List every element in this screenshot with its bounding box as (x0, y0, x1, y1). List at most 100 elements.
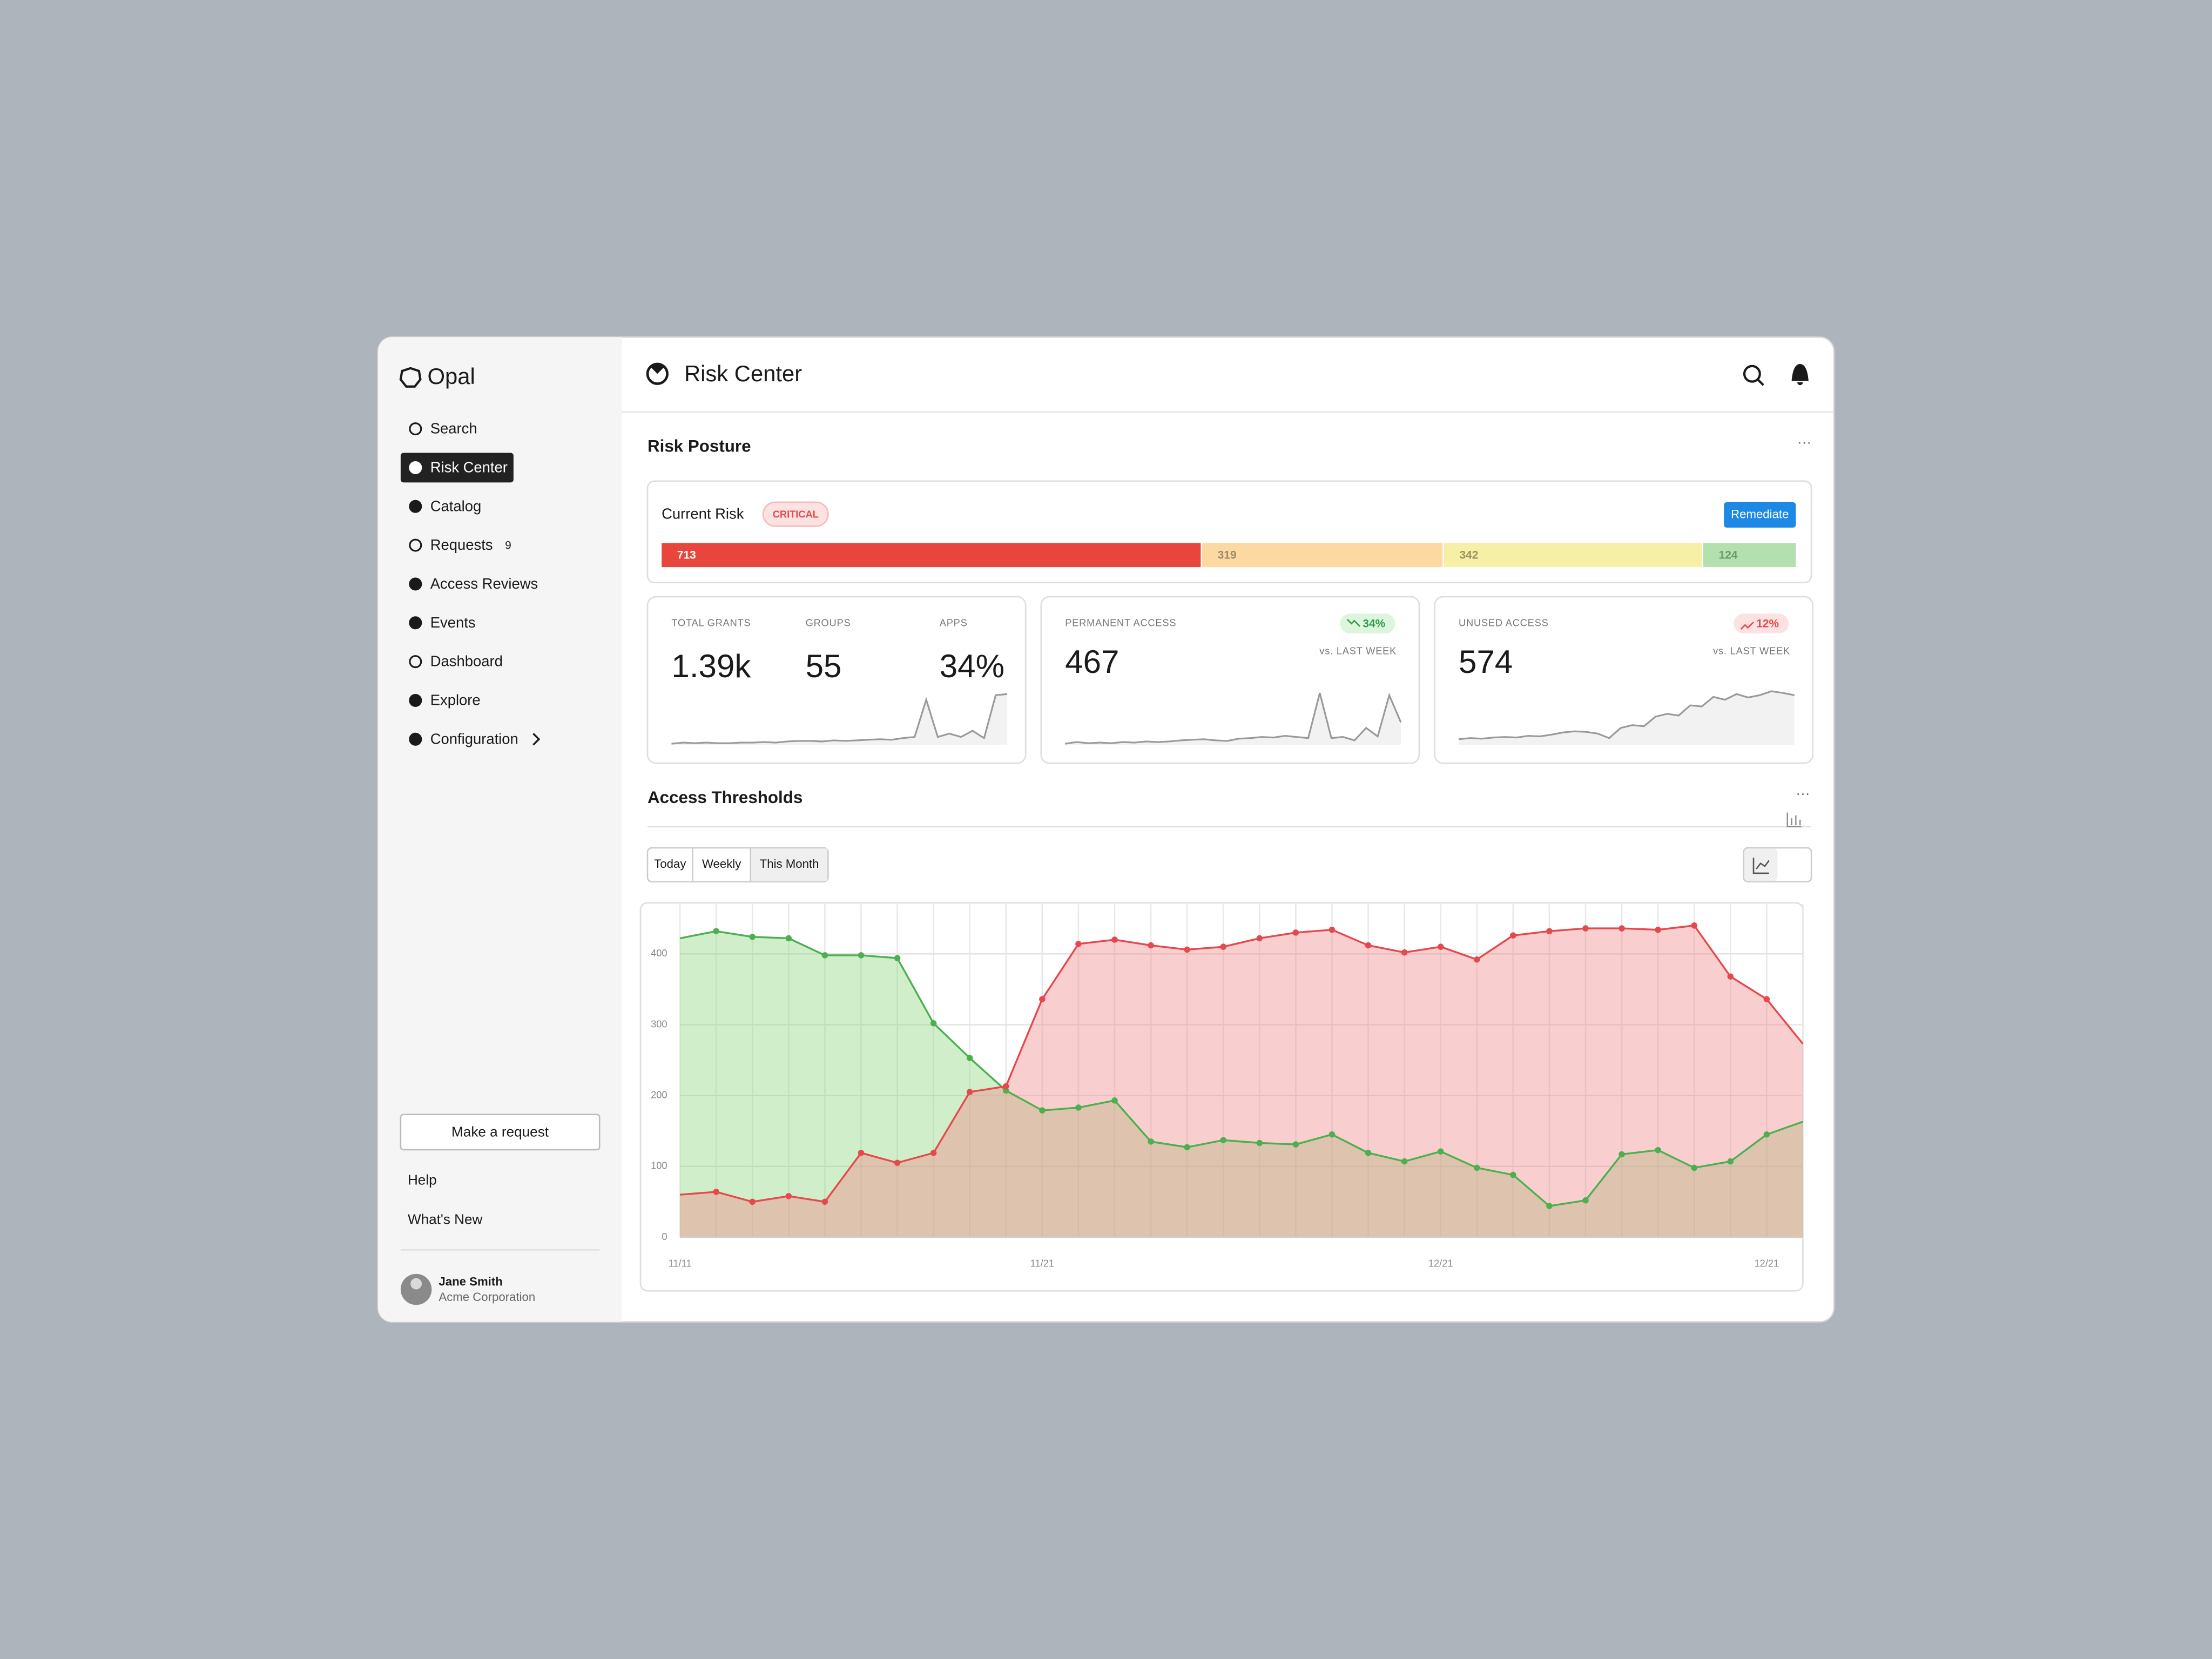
metric-label: TOTAL GRANTS (671, 617, 751, 628)
nav-item[interactable]: Requests (430, 536, 493, 553)
y-tick-label: 300 (651, 1018, 667, 1029)
data-point (1401, 1158, 1408, 1165)
data-point (966, 1055, 973, 1061)
sparkline (1458, 690, 1795, 740)
current-risk-card (646, 480, 1812, 584)
nav-badge: 9 (505, 539, 511, 551)
data-point (1474, 1164, 1480, 1171)
tab-active-bg (750, 848, 828, 881)
data-point (1365, 942, 1372, 949)
nav-icon (409, 461, 422, 474)
data-point (1582, 1197, 1589, 1204)
nav-item[interactable]: Events (430, 614, 476, 631)
compare-label: vs. LAST WEEK (1319, 645, 1397, 657)
tab[interactable]: Today (654, 857, 686, 871)
data-point (713, 928, 719, 935)
whats-new-link[interactable]: What's New (408, 1211, 483, 1227)
make-request-button[interactable] (400, 1114, 601, 1151)
risk-segment (1444, 543, 1702, 568)
risk-level-badge (762, 501, 829, 527)
data-point (1691, 922, 1697, 929)
sparkline-area (671, 694, 1008, 745)
metric-label: APPS (940, 617, 968, 628)
nav-item[interactable]: Dashboard (430, 653, 503, 670)
data-point (858, 952, 865, 959)
risk-segment-label: 124 (1719, 549, 1738, 562)
metric-label: PERMANENT ACCESS (1065, 617, 1176, 628)
sparkline (671, 693, 1008, 745)
line (679, 924, 1804, 1203)
nav-item[interactable]: Risk Center (430, 459, 508, 476)
nav-icon (409, 577, 422, 591)
risk-segment-label: 713 (677, 549, 696, 562)
trend-icon (1346, 618, 1361, 627)
nav-item[interactable]: Explore (430, 692, 481, 709)
data-point (966, 1089, 973, 1095)
line-view-icon (1752, 858, 1770, 874)
tabs: Today Weekly This Month (646, 847, 829, 882)
search-icon[interactable] (1743, 365, 1761, 383)
stat-cards: TOTAL GRANTS 1.39k GROUPS 55 APPS 34% PERMANEN… (646, 596, 1814, 764)
current-risk-label: Current Risk (662, 505, 744, 522)
data-point (1075, 941, 1082, 947)
x-tick-label: 12/21 (1428, 1257, 1453, 1269)
y-tick-label: 400 (651, 947, 667, 959)
nav-item[interactable]: Search (430, 420, 477, 437)
more-menu[interactable]: ··· (1796, 785, 1810, 801)
data-point (894, 955, 901, 961)
section-title: Risk Posture (648, 436, 751, 455)
data-point (1437, 943, 1444, 950)
data-point (1763, 1131, 1770, 1138)
nav-item[interactable]: Configuration (430, 730, 518, 747)
user-name: Jane Smith (439, 1274, 502, 1288)
view-toggle-active[interactable] (1744, 848, 1778, 881)
data-point (749, 934, 756, 940)
sparkline (1065, 692, 1402, 745)
chevron (532, 733, 541, 746)
tab[interactable]: Weekly (702, 857, 741, 871)
x-tick-label: 11/21 (1030, 1257, 1054, 1269)
help-link[interactable]: Help (408, 1171, 437, 1188)
data-point (1582, 925, 1589, 932)
risk-bar: 713 319 342 124 (662, 543, 1796, 568)
nav-item[interactable]: Catalog (430, 497, 481, 514)
nav-icon (409, 693, 422, 707)
data-point (1401, 949, 1408, 956)
data-point (1328, 926, 1336, 933)
data-point (749, 1198, 756, 1205)
data-point (1655, 926, 1661, 933)
data-point (1111, 936, 1118, 943)
tab[interactable]: This Month (760, 857, 819, 871)
risk-segment (662, 543, 1201, 568)
remediate-label[interactable]: Remediate (1731, 507, 1789, 521)
risk-segment (1703, 543, 1796, 568)
y-tick-label: 0 (662, 1231, 667, 1242)
nav-icon (409, 732, 422, 746)
make-request-label[interactable]: Make a request (451, 1124, 549, 1140)
data-point (1292, 929, 1299, 936)
metric-value: 1.39k (671, 648, 751, 684)
nav-icon (409, 538, 422, 552)
y-tick-label: 200 (651, 1089, 667, 1100)
data-point (1111, 1097, 1118, 1104)
remediate-button[interactable] (1724, 502, 1796, 528)
change-badge (1734, 613, 1789, 633)
risk-segment-label: 342 (1460, 549, 1479, 562)
metric-label: GROUPS (806, 617, 851, 628)
metric-value: 34% (940, 648, 1004, 684)
nav-item[interactable]: Access Reviews (430, 575, 538, 592)
data-point (1546, 928, 1553, 935)
avatar-face (410, 1278, 422, 1290)
data-point (1039, 996, 1046, 1002)
page-title: Risk Center (684, 361, 802, 386)
data-point (713, 1189, 719, 1195)
bell-icon[interactable] (1791, 363, 1809, 386)
data-point (1655, 1147, 1661, 1154)
data-point (1148, 942, 1154, 949)
more-menu[interactable]: ··· (1797, 434, 1811, 450)
logo: Opal (428, 363, 475, 389)
data-point (1039, 1107, 1046, 1114)
data-point (930, 1020, 937, 1027)
chart-type-icon[interactable] (1786, 812, 1802, 827)
